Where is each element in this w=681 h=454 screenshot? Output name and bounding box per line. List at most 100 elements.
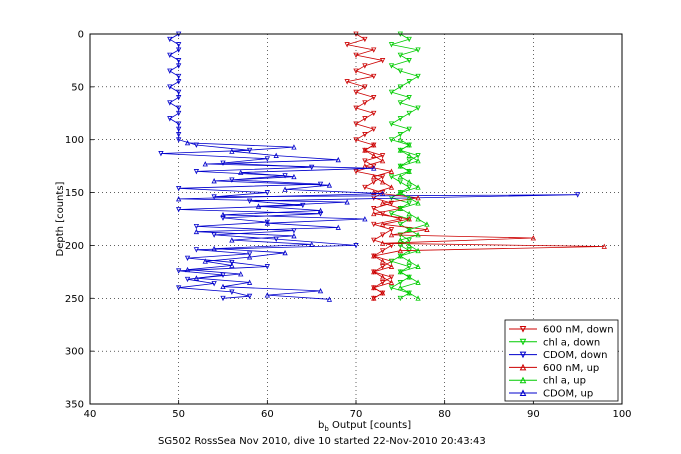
data-point <box>388 231 395 238</box>
data-point <box>344 42 350 48</box>
data-point <box>388 227 395 233</box>
data-point <box>424 221 430 227</box>
data-point <box>202 258 208 264</box>
data-point <box>406 264 412 270</box>
data-point <box>388 174 395 180</box>
data-point <box>371 210 377 217</box>
data-point <box>326 182 333 188</box>
data-point <box>415 153 421 159</box>
data-point <box>344 79 350 85</box>
data-point <box>379 258 386 264</box>
data-point <box>406 210 412 217</box>
data-point <box>601 243 607 249</box>
data-point <box>238 271 244 277</box>
data-point <box>406 216 412 222</box>
data-point <box>317 211 324 217</box>
data-point <box>388 184 395 190</box>
y-tick-label: 300 <box>65 347 84 358</box>
data-point <box>255 203 262 209</box>
data-point <box>291 173 297 180</box>
data-point <box>397 68 403 74</box>
data-point <box>362 116 368 122</box>
data-point <box>193 275 200 281</box>
data-point <box>176 110 182 117</box>
data-point <box>229 262 235 268</box>
legend-marker <box>519 338 527 346</box>
series-4 <box>397 136 430 301</box>
data-point <box>371 253 377 259</box>
data-point <box>397 280 403 286</box>
data-point <box>406 237 412 244</box>
data-point <box>388 137 395 143</box>
data-point <box>388 121 395 127</box>
data-point <box>264 219 270 226</box>
y-tick-label: 0 <box>78 30 84 41</box>
y-tick-label: 50 <box>71 82 84 93</box>
data-point <box>415 279 421 285</box>
x-axis-label: bb Output [counts] <box>318 420 411 433</box>
data-point <box>379 200 386 206</box>
x-tick-label: 60 <box>261 409 274 420</box>
data-point <box>379 179 386 185</box>
data-point <box>371 73 377 80</box>
data-point <box>362 36 368 43</box>
data-point <box>397 253 403 259</box>
data-point <box>362 216 368 222</box>
y-axis-ticks: 0 50 100 150 200 250 300 350 <box>65 30 94 411</box>
data-point <box>371 47 377 53</box>
data-point <box>406 79 412 85</box>
data-point <box>229 259 235 266</box>
data-point <box>371 95 377 101</box>
data-point <box>238 169 244 175</box>
data-point <box>371 110 377 117</box>
data-point <box>371 237 377 244</box>
data-point <box>273 152 279 158</box>
legend-marker <box>519 376 527 384</box>
data-point <box>397 100 403 106</box>
data-point <box>371 163 377 170</box>
data-point <box>397 116 403 122</box>
data-point <box>353 243 359 249</box>
data-point <box>167 68 173 74</box>
data-point <box>229 289 235 295</box>
data-point <box>406 274 412 280</box>
data-point <box>220 295 226 302</box>
data-point <box>388 42 395 48</box>
data-point <box>300 202 306 209</box>
data-point <box>291 233 297 239</box>
data-point <box>397 295 403 302</box>
data-point <box>406 36 412 43</box>
data-point <box>282 249 288 256</box>
data-point <box>379 174 386 180</box>
data-point <box>406 110 412 117</box>
data-point <box>211 178 217 184</box>
data-point <box>397 84 403 90</box>
data-point <box>176 73 182 80</box>
series-line <box>399 139 428 299</box>
data-point <box>176 137 182 143</box>
data-point <box>317 181 324 188</box>
data-point <box>220 215 226 221</box>
data-point <box>176 207 182 213</box>
legend-entry-label: 600 nM, down <box>543 325 614 336</box>
data-point <box>379 153 386 159</box>
data-point <box>379 58 386 64</box>
data-point <box>353 68 359 74</box>
data-point <box>397 205 403 211</box>
data-point <box>211 245 217 252</box>
data-point <box>176 185 182 192</box>
data-point <box>211 281 217 287</box>
data-point <box>184 255 191 262</box>
data-point <box>229 237 235 243</box>
data-point <box>388 285 395 291</box>
data-point <box>388 168 395 174</box>
data-point <box>353 89 359 96</box>
data-point <box>379 232 386 238</box>
data-point <box>379 240 386 246</box>
data-point <box>220 160 226 166</box>
data-point <box>397 284 403 291</box>
data-point <box>229 148 235 154</box>
data-point <box>371 179 377 185</box>
legend-entry-label: chl a, up <box>543 376 586 387</box>
data-point <box>176 79 182 85</box>
